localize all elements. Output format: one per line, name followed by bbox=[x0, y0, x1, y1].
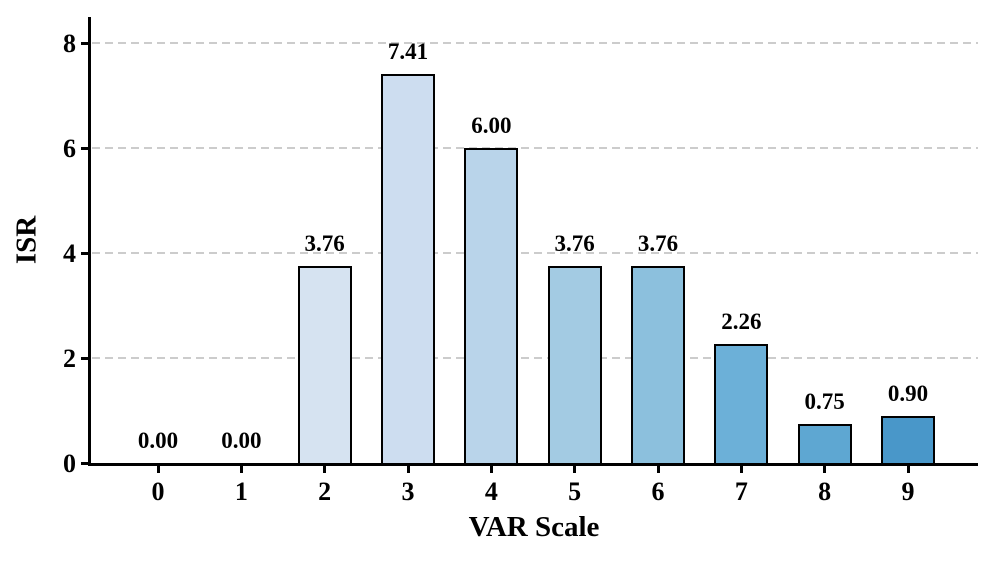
x-tick-label: 5 bbox=[568, 477, 582, 506]
y-tick-mark bbox=[81, 356, 90, 360]
bar-value-label: 0.00 bbox=[137, 428, 179, 453]
y-gridline bbox=[92, 42, 978, 45]
y-gridline bbox=[92, 357, 978, 360]
y-tick-label: 8 bbox=[63, 29, 76, 59]
x-axis-title: VAR Scale bbox=[468, 511, 600, 543]
bar-value-label: 3.76 bbox=[304, 230, 345, 256]
bar bbox=[797, 423, 852, 463]
x-tick-mark bbox=[239, 464, 243, 473]
x-tick-mark bbox=[906, 464, 910, 473]
x-tick-mark bbox=[739, 464, 743, 473]
bar-value-label: 3.76 bbox=[554, 230, 595, 256]
y-tick-mark bbox=[81, 146, 90, 150]
x-tick-mark bbox=[656, 464, 660, 473]
x-axis-spine bbox=[88, 463, 978, 466]
y-tick-mark bbox=[81, 461, 90, 465]
y-tick-label: 0 bbox=[63, 449, 76, 478]
x-tick-label: 3 bbox=[401, 477, 415, 506]
bar bbox=[714, 344, 769, 463]
x-tick-label: 6 bbox=[651, 477, 665, 506]
x-tick-label: 2 bbox=[318, 477, 332, 506]
x-tick-mark bbox=[156, 464, 160, 473]
x-tick-label: 4 bbox=[484, 477, 498, 506]
bar-value-label: 3.76 bbox=[637, 230, 679, 256]
bar-value-label: 2.26 bbox=[721, 309, 762, 335]
y-tick-label: 4 bbox=[63, 239, 76, 269]
y-tick-label: 2 bbox=[63, 344, 76, 374]
y-axis-spine bbox=[88, 17, 91, 466]
bar bbox=[881, 415, 935, 463]
bar-value-label: 6.00 bbox=[471, 113, 512, 139]
bar-value-label: 0.75 bbox=[804, 388, 845, 414]
x-tick-mark bbox=[406, 464, 410, 473]
y-tick-label: 6 bbox=[63, 134, 76, 164]
x-tick-mark bbox=[323, 464, 327, 473]
y-tick-mark bbox=[81, 41, 90, 45]
bar-value-label: 0.90 bbox=[887, 380, 929, 406]
x-tick-label: 7 bbox=[734, 477, 748, 506]
x-tick-mark bbox=[489, 464, 493, 473]
y-gridline bbox=[92, 252, 978, 255]
bar bbox=[464, 148, 519, 463]
x-tick-label: 8 bbox=[818, 477, 832, 506]
x-tick-label: 9 bbox=[901, 477, 915, 506]
x-tick-mark bbox=[573, 464, 577, 473]
y-gridline bbox=[92, 147, 978, 150]
x-tick-mark bbox=[823, 464, 827, 473]
x-tick-label: 0 bbox=[151, 477, 165, 506]
x-tick-label: 1 bbox=[234, 477, 248, 506]
y-tick-mark bbox=[81, 251, 90, 255]
bar bbox=[547, 265, 602, 463]
bar-value-label: 7.41 bbox=[387, 39, 429, 65]
bar-value-label: 0.00 bbox=[221, 428, 262, 453]
bar bbox=[297, 265, 352, 463]
bar bbox=[381, 74, 435, 463]
bar bbox=[631, 265, 685, 463]
